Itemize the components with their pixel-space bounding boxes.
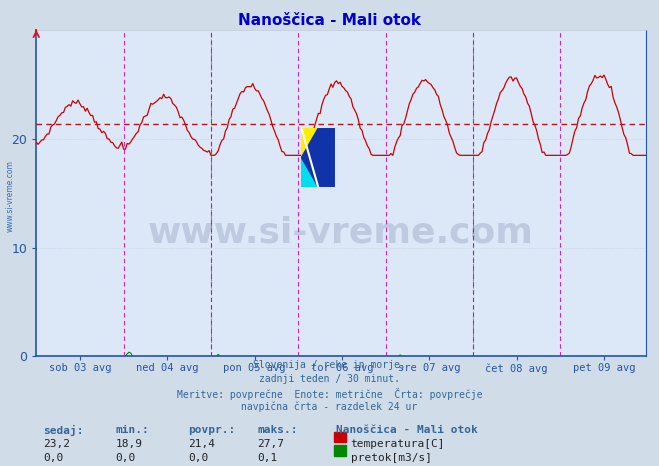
Text: 27,7: 27,7 bbox=[257, 439, 284, 449]
Text: www.si-vreme.com: www.si-vreme.com bbox=[5, 160, 14, 232]
Text: 18,9: 18,9 bbox=[115, 439, 142, 449]
Text: 23,2: 23,2 bbox=[43, 439, 70, 449]
Text: navpična črta - razdelek 24 ur: navpična črta - razdelek 24 ur bbox=[241, 402, 418, 412]
Polygon shape bbox=[301, 158, 318, 187]
Text: 0,1: 0,1 bbox=[257, 453, 277, 463]
Text: pretok[m3/s]: pretok[m3/s] bbox=[351, 453, 432, 463]
Text: 0,0: 0,0 bbox=[43, 453, 63, 463]
Text: min.:: min.: bbox=[115, 425, 149, 435]
Text: temperatura[C]: temperatura[C] bbox=[351, 439, 445, 449]
Text: Meritve: povprečne  Enote: metrične  Črta: povprečje: Meritve: povprečne Enote: metrične Črta:… bbox=[177, 388, 482, 400]
Text: www.si-vreme.com: www.si-vreme.com bbox=[148, 216, 534, 249]
Polygon shape bbox=[301, 128, 318, 158]
Text: Nanoščica - Mali otok: Nanoščica - Mali otok bbox=[336, 425, 478, 435]
Text: povpr.:: povpr.: bbox=[188, 425, 235, 435]
Text: 0,0: 0,0 bbox=[115, 453, 136, 463]
Text: sedaj:: sedaj: bbox=[43, 425, 83, 436]
Text: maks.:: maks.: bbox=[257, 425, 297, 435]
Polygon shape bbox=[301, 128, 335, 187]
Text: Slovenija / reke in morje.: Slovenija / reke in morje. bbox=[253, 360, 406, 370]
Text: 0,0: 0,0 bbox=[188, 453, 208, 463]
Text: Nanoščica - Mali otok: Nanoščica - Mali otok bbox=[238, 13, 421, 28]
Text: 21,4: 21,4 bbox=[188, 439, 215, 449]
Text: zadnji teden / 30 minut.: zadnji teden / 30 minut. bbox=[259, 374, 400, 384]
